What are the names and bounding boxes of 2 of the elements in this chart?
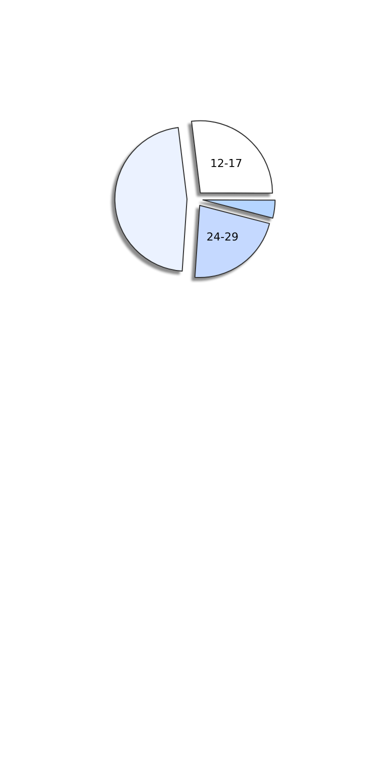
- slice-label: 24-29: [206, 230, 239, 244]
- slice-label: 12-17: [210, 157, 242, 170]
